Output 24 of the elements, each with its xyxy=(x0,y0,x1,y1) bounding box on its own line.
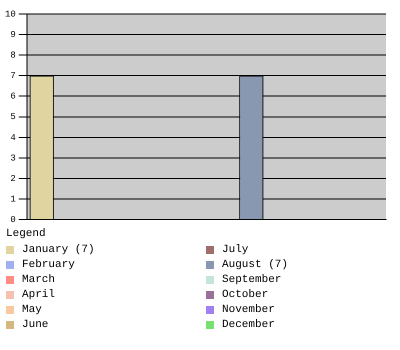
y-tick-label: 6 xyxy=(10,92,16,102)
legend-label: December xyxy=(222,318,275,330)
y-tick-label: 8 xyxy=(10,50,16,61)
y-tick-label: 2 xyxy=(10,174,16,184)
legend-label: July xyxy=(222,244,248,256)
y-tick-label: 3 xyxy=(10,153,16,164)
legend-label: March xyxy=(22,274,56,286)
y-tick-label: 1 xyxy=(10,194,16,204)
legend-label: October xyxy=(222,288,268,300)
y-tick-label: 10 xyxy=(4,9,16,20)
y-tick-label: 0 xyxy=(10,214,16,225)
legend-label: January (7) xyxy=(22,244,95,256)
legend-label: May xyxy=(22,304,42,316)
y-tick-label: 5 xyxy=(10,112,16,122)
legend-label: February xyxy=(22,258,75,270)
y-tick-label: 7 xyxy=(10,71,16,82)
y-tick-label: 4 xyxy=(10,132,16,143)
legend-label: August (7) xyxy=(222,258,288,270)
legend-label: June xyxy=(22,318,48,330)
legend-label: September xyxy=(222,274,282,286)
legend-label: November xyxy=(222,304,275,316)
legend-title: Legend xyxy=(6,228,47,240)
legend-label: April xyxy=(22,288,56,300)
y-tick-label: 9 xyxy=(10,30,16,40)
